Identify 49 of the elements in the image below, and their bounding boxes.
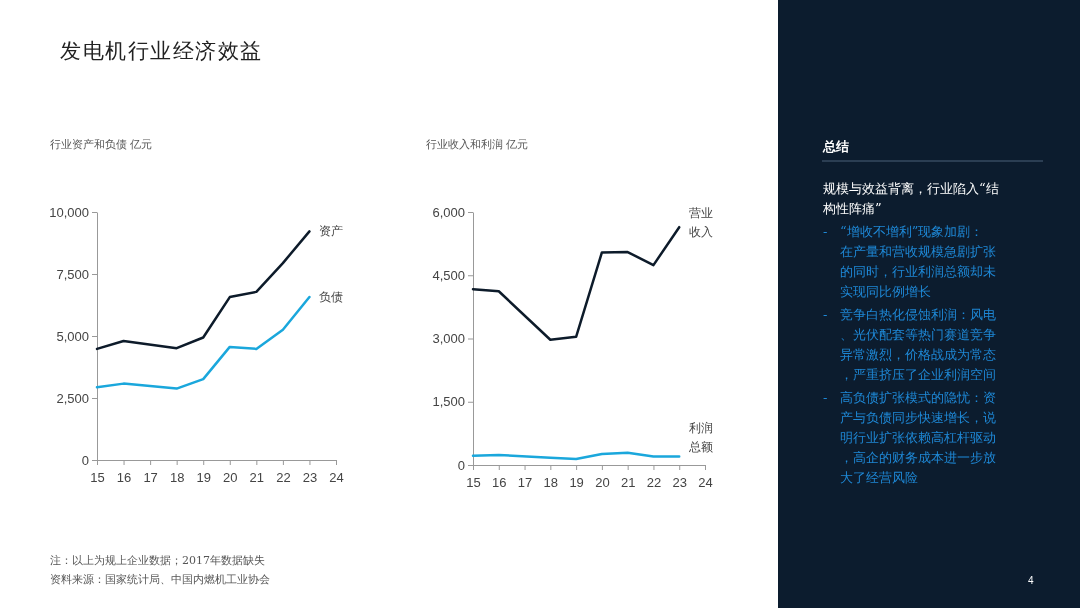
x-tick-label: 21 <box>620 474 636 490</box>
y-tick-label: 2,500 <box>56 390 89 406</box>
x-tick-label: 16 <box>116 469 132 485</box>
text: 4 <box>1028 575 1034 586</box>
x-tick-label: 22 <box>276 469 291 485</box>
x-tick-label: 17 <box>143 469 158 485</box>
y-tick-label: 5,000 <box>56 328 89 344</box>
x-tick-label: 23 <box>672 474 687 490</box>
x-tick-label: 19 <box>569 474 584 490</box>
line-series <box>95 230 311 351</box>
x-tick-label: 20 <box>595 474 610 490</box>
y-tick-label: 1,500 <box>432 394 465 410</box>
y-tick-label: 7,500 <box>56 266 89 282</box>
x-tick-label: 16 <box>492 474 507 490</box>
x-tick-label: 24 <box>698 474 713 490</box>
y-tick-label: 4,500 <box>432 267 465 283</box>
x-tick-label: 17 <box>517 474 533 490</box>
x-tick-label: 18 <box>169 469 185 485</box>
text: - 竞争白热化侵蚀利润：风电、光伏配套等热门赛道竞争异常激烈，价格战成为常态，严重挤压了企业利润空间 <box>823 307 996 382</box>
chart-title: 行业资产和负债 亿元 <box>50 138 153 151</box>
text: 注：以上为规上企业数据；2017年数据缺失 <box>50 554 265 567</box>
x-tick-label: 15 <box>466 474 481 490</box>
x-tick-label: 24 <box>329 469 344 485</box>
x-tick-label: 19 <box>196 469 211 485</box>
chart-title: 行业收入和利润 亿元 <box>426 138 529 151</box>
series-label: 利润总额 <box>688 420 714 454</box>
line-series <box>95 295 311 390</box>
y-tick-label: 0 <box>457 457 465 473</box>
y-tick-label: 10,000 <box>49 204 89 220</box>
text: - “增收不增利”现象加剧：在产量和营收规模急剧扩张的同时，行业利润总额却未实现同比例增长 <box>823 224 996 299</box>
y-tick-label: 3,000 <box>432 331 465 347</box>
x-tick-label: 15 <box>90 469 105 485</box>
x-tick-label: 20 <box>223 469 238 485</box>
line-series <box>471 225 681 342</box>
text: 总结 <box>822 139 849 154</box>
x-tick-label: 18 <box>543 474 559 490</box>
text: 规模与效益背离，行业陷入“结构性阵痛” <box>822 181 999 216</box>
y-tick-label: 6,000 <box>432 204 465 220</box>
text: 发电机行业经济效益 <box>60 39 263 63</box>
series-label: 资产 <box>319 224 344 239</box>
series-label: 营业收入 <box>689 206 714 240</box>
text: - 高负债扩张模式的隐忧：资产与负债同步快速增长，说明行业扩张依赖高杠杆驱动，高企的财务成本进一步放大了经营风险 <box>823 390 996 485</box>
line-series <box>471 451 681 461</box>
x-tick-label: 23 <box>302 469 318 485</box>
y-tick-label: 0 <box>81 452 89 468</box>
text: 资料来源：国家统计局、中国内燃机工业协会 <box>50 573 270 586</box>
x-tick-label: 21 <box>249 469 265 485</box>
x-tick-label: 22 <box>646 474 662 490</box>
series-label: 负债 <box>319 290 344 305</box>
